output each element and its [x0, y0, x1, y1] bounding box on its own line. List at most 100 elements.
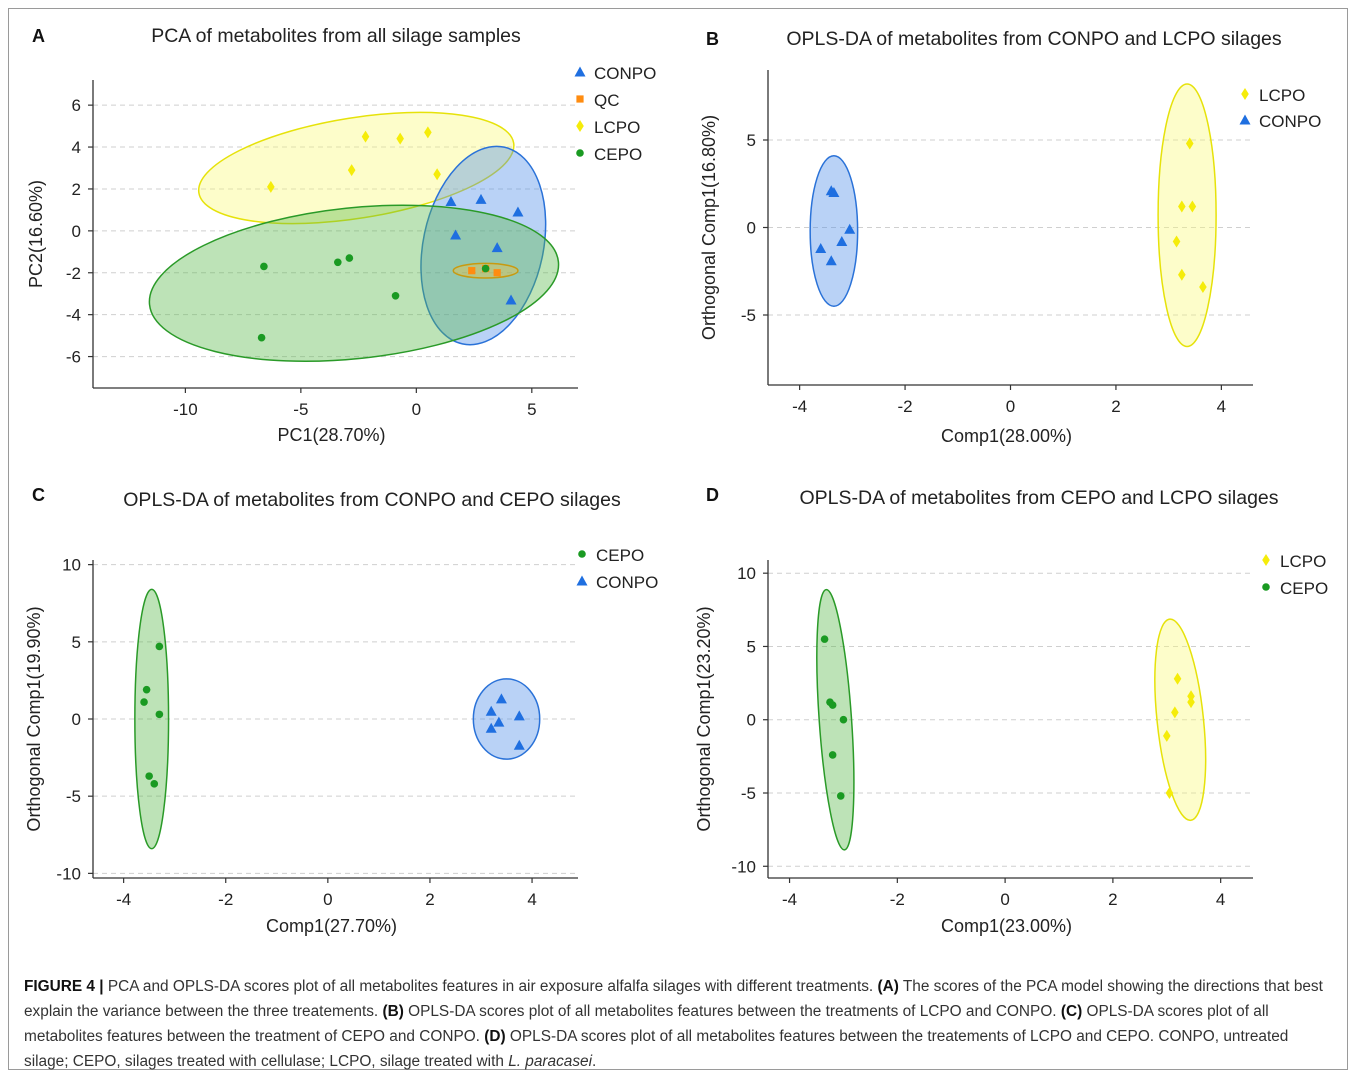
caption-ref-d: (D) [484, 1028, 506, 1045]
data-point [844, 223, 856, 234]
caption-species: L. paracasei [508, 1053, 593, 1070]
data-point [1162, 729, 1171, 742]
caption-text-a: The scores of the PCA model showing the … [24, 978, 1323, 1020]
chart-title: PCA of metabolites from all silage sampl… [151, 25, 521, 47]
y-axis-label: Orthogonal Comp1(23.20%) [694, 606, 714, 831]
panel-letter: A [32, 26, 45, 46]
data-point [815, 243, 827, 253]
caption-ref-a: (A) [877, 978, 899, 995]
data-point [820, 635, 829, 643]
x-tick-label: 5 [527, 400, 536, 419]
legend-marker [576, 95, 584, 103]
data-point [1172, 235, 1181, 248]
legend-label: CONPO [594, 64, 656, 83]
chart-title: OPLS-DA of metabolites from CONPO and LC… [786, 28, 1282, 50]
confidence-ellipse-conpo [472, 678, 541, 760]
legend-label: LCPO [594, 118, 640, 137]
x-tick-label: 4 [1216, 890, 1225, 909]
y-tick-label: 0 [747, 711, 756, 730]
confidence-ellipse-conpo [809, 155, 859, 307]
data-point [485, 705, 497, 716]
data-point [1188, 200, 1197, 213]
data-point [1173, 672, 1182, 685]
legend-marker [576, 149, 584, 157]
x-tick-label: 4 [1217, 397, 1226, 416]
y-tick-label: -5 [741, 306, 756, 325]
data-point [1165, 787, 1174, 800]
data-point [468, 267, 476, 275]
data-point [825, 255, 837, 266]
data-point [150, 780, 159, 788]
y-tick-label: -2 [66, 264, 81, 283]
panel-d: D OPLS-DA of metabolites from CEPO and LC… [694, 485, 1328, 936]
confidence-ellipse-cepo [816, 588, 855, 851]
panel-b: B OPLS-DA of metabolites from CONPO and L… [699, 28, 1321, 446]
series-conpo [445, 193, 524, 305]
y-axis-label: Orthogonal Comp1(16.80%) [699, 115, 719, 340]
data-point [512, 206, 524, 217]
legend-label: CEPO [1280, 579, 1328, 598]
data-point [491, 242, 503, 253]
data-point [257, 333, 266, 342]
data-point [450, 229, 462, 240]
panel-letter: D [706, 485, 719, 505]
caption-ref-b: (B) [382, 1003, 404, 1020]
y-tick-label: -5 [741, 784, 756, 803]
data-point [391, 292, 400, 300]
y-tick-label: 0 [747, 219, 756, 238]
caption-text-intro: PCA and OPLS-DA scores plot of all metab… [103, 978, 878, 995]
y-tick-label: 10 [737, 564, 756, 583]
confidence-ellipse-lcpo [197, 111, 515, 225]
x-axis-label: Comp1(28.00%) [941, 426, 1072, 446]
data-point [1178, 268, 1186, 281]
series-cepo [257, 254, 490, 342]
y-tick-label: 4 [72, 138, 81, 157]
legend: CONPO QC LCPO CEPO [574, 64, 656, 164]
data-point [445, 196, 457, 207]
x-tick-label: 0 [323, 890, 332, 909]
data-point [1171, 706, 1179, 719]
y-tick-label: 5 [72, 633, 81, 652]
data-point [260, 262, 268, 271]
panel-c: C OPLS-DA of metabolites from CONPO and C… [24, 485, 658, 936]
legend-label: CEPO [596, 546, 644, 565]
legend-label: CEPO [594, 145, 642, 164]
y-tick-label: 0 [72, 710, 81, 729]
data-point [155, 642, 164, 651]
legend: LCPO CEPO [1262, 552, 1328, 598]
legend-label: LCPO [1280, 552, 1326, 571]
data-point [396, 132, 404, 145]
series-conpo [485, 693, 525, 750]
data-point [1185, 137, 1194, 150]
y-tick-label: -10 [56, 864, 81, 883]
data-point [347, 164, 356, 177]
data-point [142, 685, 151, 694]
data-point [493, 716, 505, 727]
figure-frame [8, 8, 1348, 1070]
caption-text-d: OPLS-DA scores plot of all metabolites f… [24, 1028, 1289, 1070]
x-tick-label: -2 [218, 890, 233, 909]
series-lcpo [267, 126, 441, 193]
legend-label: CONPO [596, 573, 658, 592]
series-conpo [815, 185, 856, 266]
data-point [485, 722, 497, 733]
confidence-ellipse-cepo [134, 588, 170, 850]
data-point [513, 710, 525, 721]
x-tick-label: 4 [527, 890, 536, 909]
data-point [361, 130, 370, 143]
legend-label: CONPO [1259, 112, 1321, 131]
figure-charts: A PCA of metabolites from all silage samp… [24, 25, 1328, 936]
series-cepo [140, 642, 164, 788]
data-point [836, 236, 848, 246]
legend-marker [578, 550, 586, 558]
legend-marker [1262, 583, 1270, 591]
x-tick-label: 0 [412, 400, 421, 419]
confidence-ellipse-lcpo [1157, 83, 1217, 348]
data-point [481, 264, 490, 273]
y-tick-label: 6 [72, 96, 81, 115]
panel-a: A PCA of metabolites from all silage samp… [26, 25, 656, 445]
caption-text-end: . [592, 1053, 597, 1070]
legend-marker [576, 575, 588, 586]
caption-label: FIGURE 4 | [24, 978, 104, 995]
x-tick-label: -10 [173, 400, 198, 419]
